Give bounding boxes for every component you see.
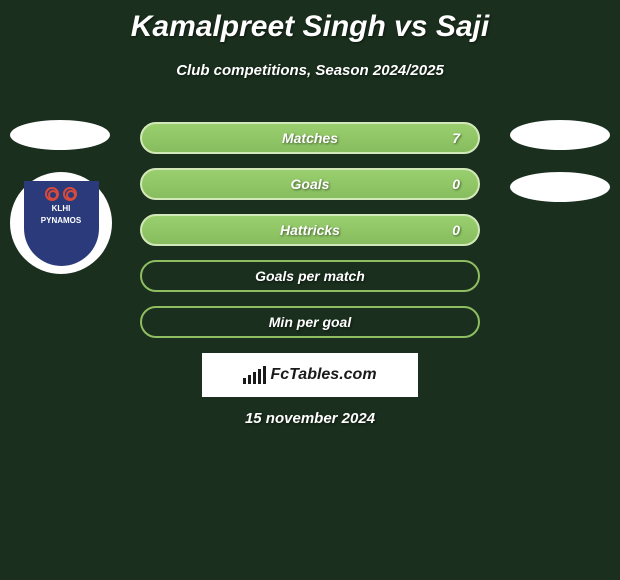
spiral-icon: [63, 187, 77, 201]
footer-date: 15 november 2024: [0, 410, 620, 427]
right-player-column: [510, 120, 610, 224]
page-title: Kamalpreet Singh vs Saji: [0, 0, 620, 44]
stat-row: Goals per match: [140, 260, 480, 292]
club-name-line2: PYNAMOS: [41, 217, 81, 226]
logo-bar: [263, 366, 266, 384]
stat-row: Goals 0: [140, 168, 480, 200]
logo-bar: [243, 378, 246, 384]
stat-value: 0: [452, 222, 460, 238]
stat-row: Matches 7: [140, 122, 480, 154]
left-club-badge: KLHI PYNAMOS: [10, 172, 112, 274]
left-player-column: KLHI PYNAMOS: [10, 120, 110, 274]
logo-bar: [248, 375, 251, 384]
stat-row: Hattricks 0: [140, 214, 480, 246]
branding-box: FcTables.com: [202, 353, 418, 397]
logo-bar: [253, 372, 256, 384]
stat-label: Hattricks: [280, 222, 340, 238]
stat-value: 0: [452, 176, 460, 192]
stat-value: 7: [452, 130, 460, 146]
stat-label: Min per goal: [269, 314, 351, 330]
club-name-line1: KLHI: [52, 205, 71, 214]
club-crest: KLHI PYNAMOS: [24, 181, 99, 266]
logo-bar: [258, 369, 261, 384]
bar-chart-icon: [243, 366, 266, 384]
site-name: FcTables.com: [270, 366, 376, 384]
stat-row: Min per goal: [140, 306, 480, 338]
stat-label: Goals per match: [255, 268, 365, 284]
spiral-icon: [45, 187, 59, 201]
stats-panel: Matches 7 Goals 0 Hattricks 0 Goals per match M…: [140, 122, 480, 352]
subtitle: Club competitions, Season 2024/2025: [0, 62, 620, 79]
right-club-badge-placeholder: [510, 172, 610, 202]
stat-label: Matches: [282, 130, 338, 146]
stat-label: Goals: [291, 176, 330, 192]
club-crest-ornament: [45, 187, 77, 201]
right-player-photo-placeholder: [510, 120, 610, 150]
left-player-photo-placeholder: [10, 120, 110, 150]
